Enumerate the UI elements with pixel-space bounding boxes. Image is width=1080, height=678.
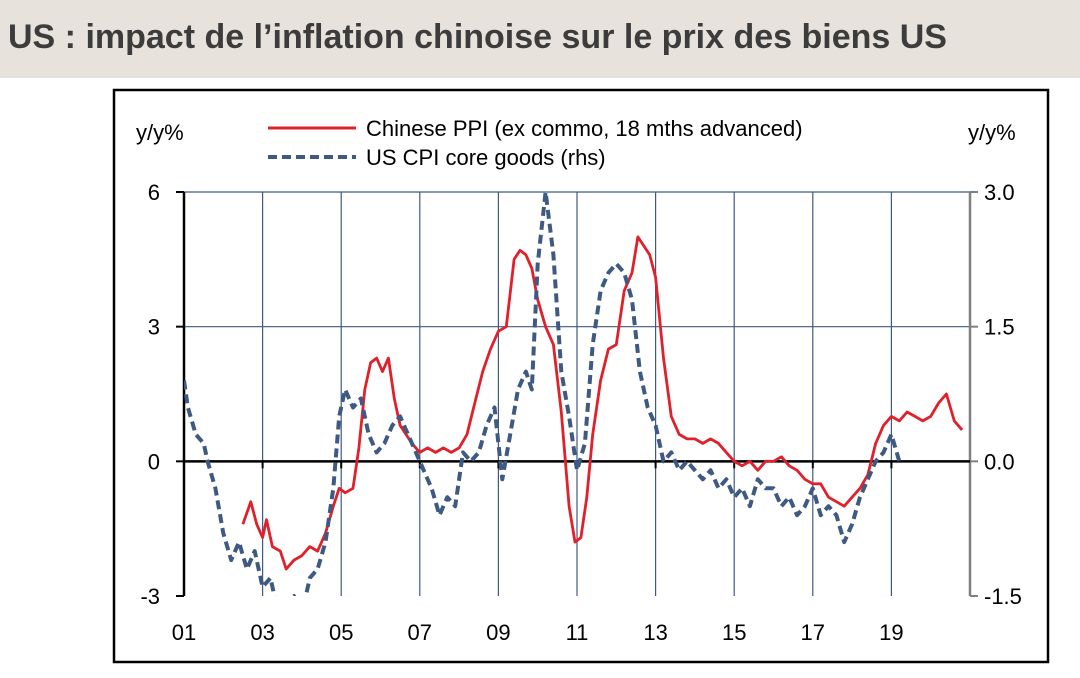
y-left-tick-label: 3	[148, 315, 160, 340]
x-tick-label: 01	[172, 620, 196, 645]
chart-frame	[112, 88, 1050, 664]
series-line-2	[184, 190, 902, 596]
y-left-label: y/y%	[136, 120, 184, 145]
y-right-tick-label: -1.5	[984, 584, 1022, 609]
y-right-tick-label: 3.0	[984, 180, 1015, 205]
x-tick-label: 11	[566, 620, 589, 645]
axes: 01 03 05 07 09 11 13 15 17 19 6 3 0 -3 3.0 1.5 0.0 -1.5	[140, 180, 1021, 645]
y-left-tick-label: 6	[148, 180, 160, 205]
x-tick-label: 13	[643, 620, 667, 645]
y-right-tick-label: 0.0	[984, 449, 1015, 474]
title-bar: US : impact de l’inflation chinoise sur …	[0, 0, 1080, 78]
x-tick-label: 19	[879, 620, 903, 645]
x-tick-label: 05	[329, 620, 353, 645]
grid	[184, 191, 970, 596]
y-right-tick-label: 1.5	[984, 315, 1015, 340]
legend-label-2: US CPI core goods (rhs)	[366, 145, 606, 170]
legend: Chinese PPI (ex commo, 18 mths advanced)…	[268, 116, 803, 170]
series	[184, 190, 964, 596]
y-left-tick-label: -3	[140, 584, 160, 609]
x-tick-label: 17	[801, 620, 825, 645]
x-tick-label: 07	[408, 620, 432, 645]
x-tick-label: 15	[722, 620, 746, 645]
x-tick-label: 03	[250, 620, 274, 645]
y-left-tick-label: 0	[148, 449, 160, 474]
legend-label-1: Chinese PPI (ex commo, 18 mths advanced)	[366, 116, 803, 141]
x-tick-label: 09	[486, 620, 510, 645]
page-title: US : impact de l’inflation chinoise sur …	[8, 18, 947, 56]
series-line-1	[241, 235, 964, 571]
y-right-label: y/y%	[968, 120, 1016, 145]
